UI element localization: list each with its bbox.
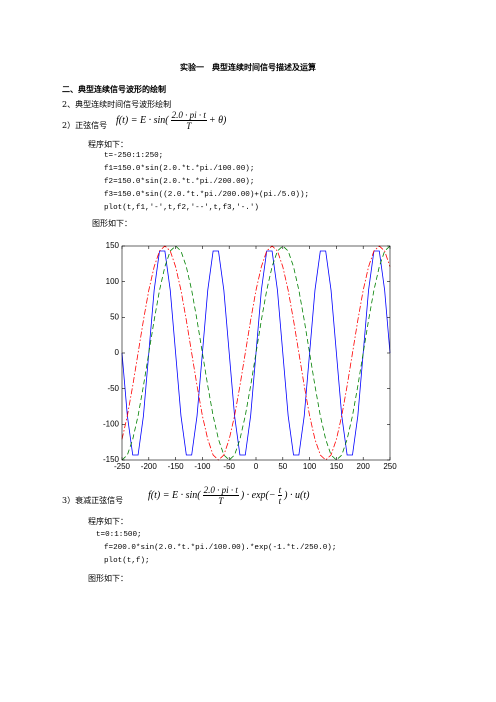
code-line: f3=150.0*sin((2.0.*t.*pi./200.00)+(pi./5… xyxy=(104,191,310,199)
figure-label: 图形如下： xyxy=(92,219,132,228)
formula-part: f(t) = E · sin( xyxy=(116,115,169,126)
code-line: f=200.0*sin(2.0.*t.*pi./100.00).*exp(-1.… xyxy=(104,544,337,552)
x-tick-label: -50 xyxy=(223,462,235,471)
code-line: f2=150.0*sin(2.0.*t.*pi./200.00); xyxy=(104,178,255,186)
formula-part: f(t) = E · sin( xyxy=(148,490,201,501)
y-tick-label: 0 xyxy=(115,348,120,357)
denominator: t xyxy=(278,496,282,506)
x-tick-label: 150 xyxy=(330,462,344,471)
denominator: T xyxy=(218,496,224,506)
x-tick-label: -150 xyxy=(168,462,185,471)
numerator: 2.0 · pi · t xyxy=(170,110,207,121)
x-tick-label: -250 xyxy=(114,462,131,471)
code-line: plot(t,f1,'-',t,f2,'--',t,f3,'-.') xyxy=(104,204,259,212)
code-line: t=-250:1:250; xyxy=(104,152,164,160)
program-label: 程序如下： xyxy=(88,517,128,526)
y-tick-label: 100 xyxy=(106,277,120,286)
code-line: plot(t,f); xyxy=(104,557,150,565)
y-tick-label: -150 xyxy=(103,455,120,464)
x-tick-label: 200 xyxy=(357,462,371,471)
series-line xyxy=(121,245,391,461)
formula-part: ) · u(t) xyxy=(284,490,310,501)
code-line: f1=150.0*sin(2.0.*t.*pi./100.00); xyxy=(104,165,255,173)
formula-part: ) · exp(− xyxy=(240,490,276,501)
subheading: 2、典型连续时间信号波形绘制 xyxy=(62,100,172,109)
item-heading: 3）衰减正弦信号 xyxy=(62,496,124,505)
x-tick-label: 50 xyxy=(278,462,287,471)
chart: -150 -100 -50 0 50 100 150 -250 -200 -150 -100 -50 0… xyxy=(95,236,400,472)
code-line: t=0:1:500; xyxy=(96,531,142,539)
series-line xyxy=(121,245,391,461)
y-tick-label: 50 xyxy=(110,312,119,321)
denominator: T xyxy=(186,121,192,131)
x-tick-label: 100 xyxy=(303,462,317,471)
x-tick-label: 0 xyxy=(254,462,259,471)
program-label: 程序如下： xyxy=(88,140,128,149)
formula-part: + θ) xyxy=(208,115,227,126)
item-heading: 2）正弦信号 xyxy=(62,121,108,130)
doc-title: 实验一 典型连续时间信号描述及运算 xyxy=(180,63,316,72)
section-heading: 二、典型连续信号波形的绘制 xyxy=(62,85,166,94)
y-tick-label: -50 xyxy=(107,384,119,393)
series-line xyxy=(121,250,391,456)
x-tick-label: -100 xyxy=(194,462,211,471)
y-tick-label: 150 xyxy=(106,241,120,250)
y-tick-label: -100 xyxy=(103,419,120,428)
numerator: t xyxy=(277,485,283,496)
x-tick-label: -200 xyxy=(141,462,158,471)
x-tick-label: 250 xyxy=(383,462,397,471)
numerator: 2.0 · pi · t xyxy=(202,485,239,496)
figure-label: 图形如下： xyxy=(88,574,128,583)
